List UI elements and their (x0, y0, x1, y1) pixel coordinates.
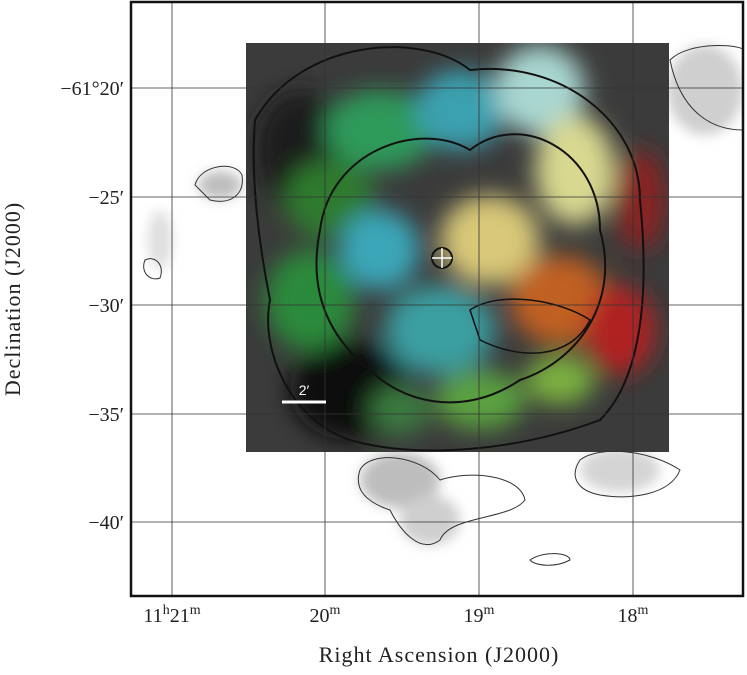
y-ticks: −61°20′ −25′ −30′ −35′ −40′ (60, 78, 124, 534)
contours (252, 46, 645, 452)
scale-bar-label: 2′ (299, 382, 310, 398)
x-tick-label: 20m (310, 603, 341, 627)
x-tick-label: 11h21m (143, 603, 200, 627)
source-marker (431, 247, 453, 269)
contours-thin (143, 45, 743, 566)
sky-image: 2′ (131, 2, 743, 596)
coordinate-grid (131, 2, 743, 596)
x-tick-unit: m (190, 603, 201, 618)
radio-emission (148, 45, 743, 545)
x-tick-number: 21 (170, 605, 190, 627)
x-tick-unit: m (484, 603, 495, 618)
y-tick-label: −61°20′ (60, 78, 124, 100)
y-tick-label: −35′ (88, 404, 124, 426)
x-tick-number: 18 (618, 605, 638, 627)
x-tick-number: 19 (464, 605, 484, 627)
x-tick-number: 11 (143, 605, 162, 627)
x-ticks: 11h21m 20m 19m 18m (143, 603, 648, 627)
y-axis-title: Declination (J2000) (0, 202, 25, 396)
x-tick-label: 19m (464, 603, 495, 627)
x-axis-title: Right Ascension (J2000) (319, 642, 560, 667)
x-tick-unit: m (330, 603, 341, 618)
x-tick-unit: m (638, 603, 649, 618)
x-tick-unit: h (163, 603, 170, 618)
xray-image (246, 43, 669, 452)
y-tick-label: −40′ (88, 512, 124, 534)
x-tick-label: 18m (618, 603, 649, 627)
y-tick-label: −25′ (88, 187, 124, 209)
x-tick-number: 20 (310, 605, 330, 627)
plot-frame (129, 0, 745, 598)
y-tick-label: −30′ (88, 295, 124, 317)
